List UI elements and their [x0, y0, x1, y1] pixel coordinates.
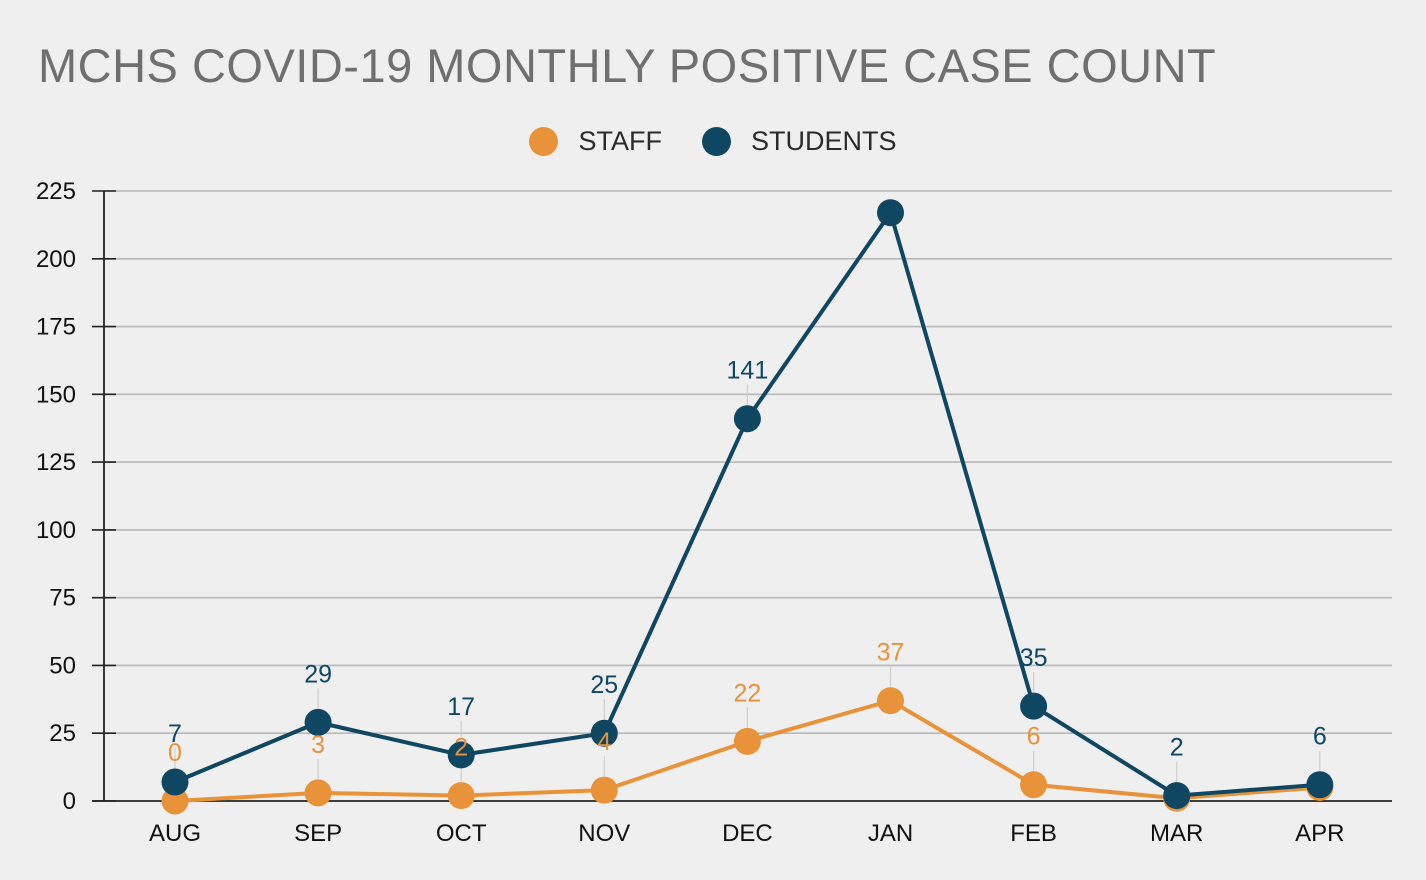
legend-item-staff: STAFF: [529, 126, 662, 157]
x-tick-label: SEP: [294, 820, 342, 847]
data-label-students: 2: [1170, 734, 1184, 762]
data-label-staff: 0: [168, 739, 182, 767]
data-label-staff: 3: [311, 731, 325, 759]
data-label-students: 25: [590, 671, 618, 699]
y-tick-label: 50: [49, 652, 76, 679]
data-point-staff: [447, 782, 475, 810]
x-tick-label: FEB: [1010, 820, 1057, 847]
x-tick-label: JAN: [868, 820, 913, 847]
legend-label-students: STUDENTS: [750, 126, 897, 156]
data-point-students: [161, 768, 189, 796]
data-label-staff: 6: [1027, 723, 1041, 751]
data-point-staff: [1020, 771, 1048, 799]
y-tick-label: 25: [49, 720, 76, 747]
y-tick-label: 0: [63, 788, 76, 815]
y-tick-label: 100: [36, 517, 76, 544]
data-point-staff: [877, 687, 904, 715]
data-label-students: 7: [168, 720, 182, 748]
x-tick-label: NOV: [578, 820, 630, 847]
x-tick-label: OCT: [436, 820, 487, 847]
x-tick-label: APR: [1295, 820, 1344, 847]
data-point-staff: [733, 727, 761, 755]
data-label-staff: 2: [454, 734, 468, 762]
y-tick-label: 125: [36, 449, 76, 476]
data-label-students: 29: [304, 660, 332, 688]
legend-item-students: STUDENTS: [701, 126, 897, 157]
y-tick-label: 225: [36, 178, 76, 205]
x-tick-label: MAR: [1150, 820, 1203, 847]
data-point-staff: [161, 787, 189, 815]
data-label-students: 35: [1020, 644, 1048, 672]
data-label-students: 17: [447, 693, 475, 721]
chart-title: MCHS COVID-19 MONTHLY POSITIVE CASE COUN…: [38, 39, 1217, 92]
y-tick-label: 200: [36, 246, 76, 273]
data-point-students: [590, 719, 618, 747]
data-label-students: 6: [1313, 723, 1327, 751]
data-point-students: [877, 199, 904, 227]
data-point-students: [1020, 692, 1048, 720]
data-point-students: [304, 708, 332, 736]
legend: STAFF STUDENTS: [0, 126, 1426, 157]
data-point-students: [733, 405, 761, 433]
legend-swatch-students: [701, 127, 731, 156]
x-tick-label: DEC: [722, 820, 773, 847]
y-tick-label: 150: [36, 381, 76, 408]
data-point-staff: [590, 776, 618, 804]
data-label-staff: 4: [597, 728, 611, 756]
x-tick-label: AUG: [149, 820, 201, 847]
legend-label-staff: STAFF: [578, 126, 662, 156]
data-point-students: [447, 741, 475, 769]
y-tick-label: 175: [36, 314, 76, 341]
data-label-students: 141: [727, 357, 769, 385]
data-point-students: [1306, 771, 1334, 799]
data-label-staff: 22: [733, 679, 761, 707]
data-label-staff: 37: [877, 639, 905, 667]
data-point-students: [1163, 782, 1191, 810]
y-tick-label: 75: [49, 585, 76, 612]
data-point-staff: [304, 779, 332, 807]
legend-swatch-staff: [529, 127, 559, 156]
